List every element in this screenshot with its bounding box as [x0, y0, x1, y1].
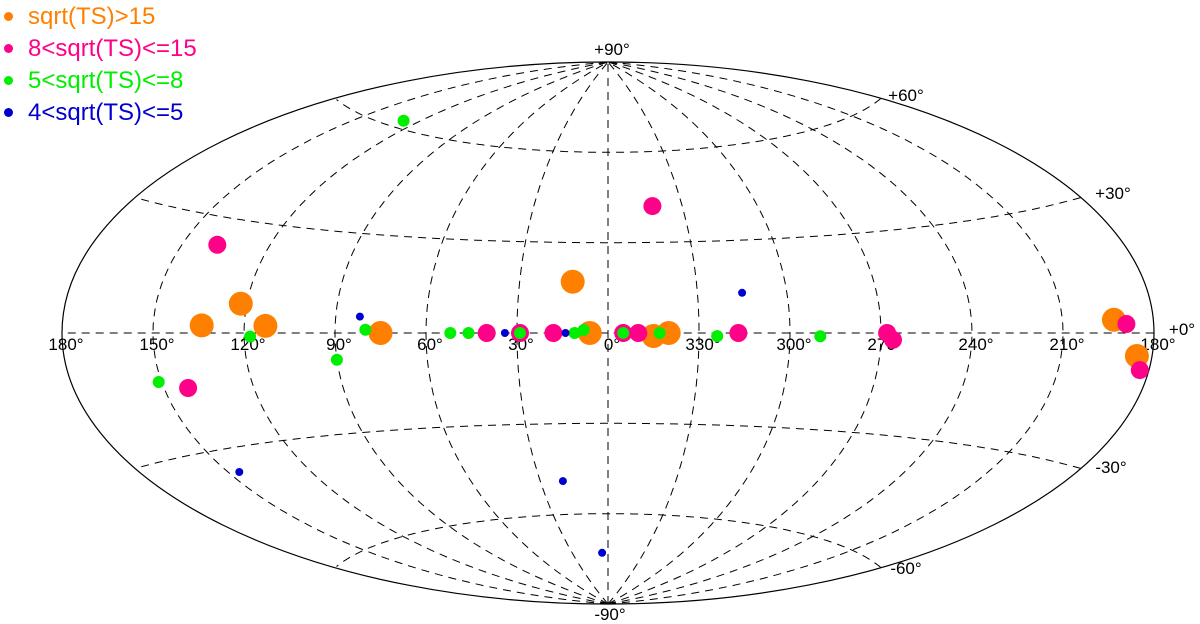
data-point — [500, 329, 509, 337]
data-point — [544, 324, 563, 342]
lat-tick-label: +0° — [1169, 320, 1195, 339]
lon-tick-label: 300° — [776, 335, 811, 354]
data-point — [1130, 361, 1149, 380]
data-point — [330, 353, 343, 366]
coordinate-grid — [61, 61, 1155, 605]
data-point — [179, 379, 198, 397]
legend-label: 5<sqrt(TS)<=8 — [28, 67, 184, 94]
data-point — [1117, 315, 1136, 333]
data-point — [617, 327, 630, 339]
data-point — [653, 327, 666, 339]
legend-label: 8<sqrt(TS)<=15 — [28, 35, 197, 62]
lon-tick-label: 60° — [417, 335, 443, 354]
data-point — [208, 235, 227, 254]
lon-tick-label: 150° — [139, 335, 174, 354]
lat-tick-label: +60° — [888, 86, 924, 105]
data-point — [577, 324, 590, 336]
data-point — [738, 288, 747, 297]
data-point — [235, 468, 244, 476]
data-point — [656, 321, 681, 345]
data-point — [598, 548, 607, 557]
lat-tick-label: -30° — [1095, 458, 1126, 477]
lon-tick-label: 240° — [958, 335, 993, 354]
legend-entry: 4<sqrt(TS)<=5 — [4, 98, 197, 130]
parallel-line — [336, 513, 882, 568]
chart-legend: sqrt(TS)>15 8<sqrt(TS)<=15 5<sqrt(TS)<=8… — [4, 2, 197, 130]
data-point — [729, 324, 748, 342]
data-point — [228, 291, 253, 316]
data-point — [444, 327, 457, 339]
data-point — [368, 321, 393, 345]
data-points — [152, 114, 1149, 557]
data-point — [560, 269, 585, 294]
lon-tick-label: 180° — [1140, 335, 1175, 354]
data-point — [189, 313, 214, 338]
parallel-line — [336, 98, 882, 153]
data-point — [244, 330, 257, 343]
legend-entry: 8<sqrt(TS)<=15 — [4, 34, 197, 66]
lat-tick-label: +90° — [594, 40, 630, 59]
lat-tick-label: +30° — [1095, 184, 1131, 203]
data-point — [355, 312, 364, 321]
lon-tick-label: 120° — [230, 335, 265, 354]
lon-tick-label: 180° — [48, 335, 83, 354]
data-point — [884, 330, 902, 349]
data-point — [477, 324, 496, 342]
data-point — [462, 327, 475, 339]
legend-label: 4<sqrt(TS)<=5 — [28, 99, 184, 126]
legend-entry: sqrt(TS)>15 — [4, 2, 197, 34]
meridian-line — [243, 61, 609, 605]
legend-marker — [4, 12, 13, 21]
data-point — [152, 376, 165, 388]
data-point — [643, 197, 662, 216]
legend-marker — [4, 108, 13, 117]
lon-tick-label: 210° — [1049, 335, 1084, 354]
legend-marker — [4, 76, 13, 85]
lon-tick-label: 0° — [604, 335, 620, 354]
data-point — [253, 313, 278, 338]
tick-labels: 180° 150° 120° 90° 60° 30° 0° 330° 300° 270° 240° 2… — [48, 40, 1195, 624]
data-point — [561, 329, 570, 337]
data-point — [711, 330, 724, 343]
data-point — [814, 330, 827, 343]
lat-tick-label: -90° — [594, 605, 625, 624]
meridian-line — [425, 61, 609, 605]
parallel-line — [139, 197, 1081, 244]
parallel-line — [139, 422, 1081, 469]
lon-tick-label: 330° — [685, 335, 720, 354]
legend-entry: 5<sqrt(TS)<=8 — [4, 66, 197, 98]
lat-tick-label: -60° — [890, 559, 921, 578]
data-point — [558, 477, 567, 486]
legend-label: sqrt(TS)>15 — [28, 3, 156, 30]
legend-marker — [4, 44, 13, 53]
data-point — [568, 327, 581, 339]
data-point — [397, 114, 410, 127]
data-point — [514, 327, 526, 339]
lon-tick-label: 90° — [326, 335, 352, 354]
data-point — [359, 323, 372, 336]
data-point — [629, 324, 648, 342]
